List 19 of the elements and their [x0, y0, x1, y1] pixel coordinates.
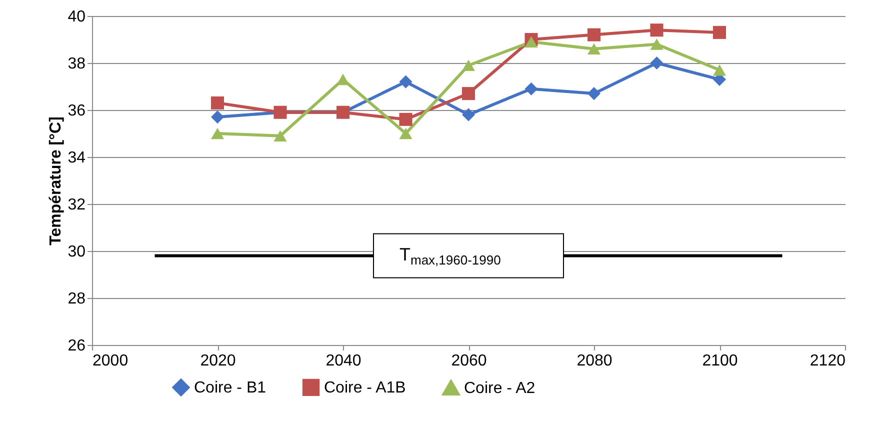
x-tick-label: 2120: [810, 352, 846, 370]
legend-label: Coire - B1: [194, 379, 266, 396]
y-tick-label: 32: [68, 196, 86, 214]
x-tick-label: 2040: [326, 352, 362, 370]
x-tick-label: 2080: [576, 352, 612, 370]
y-tick-label: 34: [68, 150, 86, 166]
y-tick-label: 40: [68, 8, 86, 26]
y-tick-label: 28: [68, 290, 86, 308]
y-axis-title: Température [°C]: [48, 116, 65, 246]
y-tick-label: 38: [68, 56, 86, 72]
x-tick-label: 2020: [200, 352, 236, 370]
x-tick-label: 2060: [451, 352, 487, 370]
x-tick-label: 2000: [92, 352, 128, 370]
legend-label: Coire - A2: [464, 380, 536, 397]
legend-label: Coire - A1B: [324, 379, 406, 396]
y-tick-label: 30: [68, 244, 86, 260]
y-tick-label: 26: [68, 338, 86, 354]
x-tick-label: 2100: [702, 352, 738, 370]
y-tick-label: 36: [68, 102, 86, 120]
